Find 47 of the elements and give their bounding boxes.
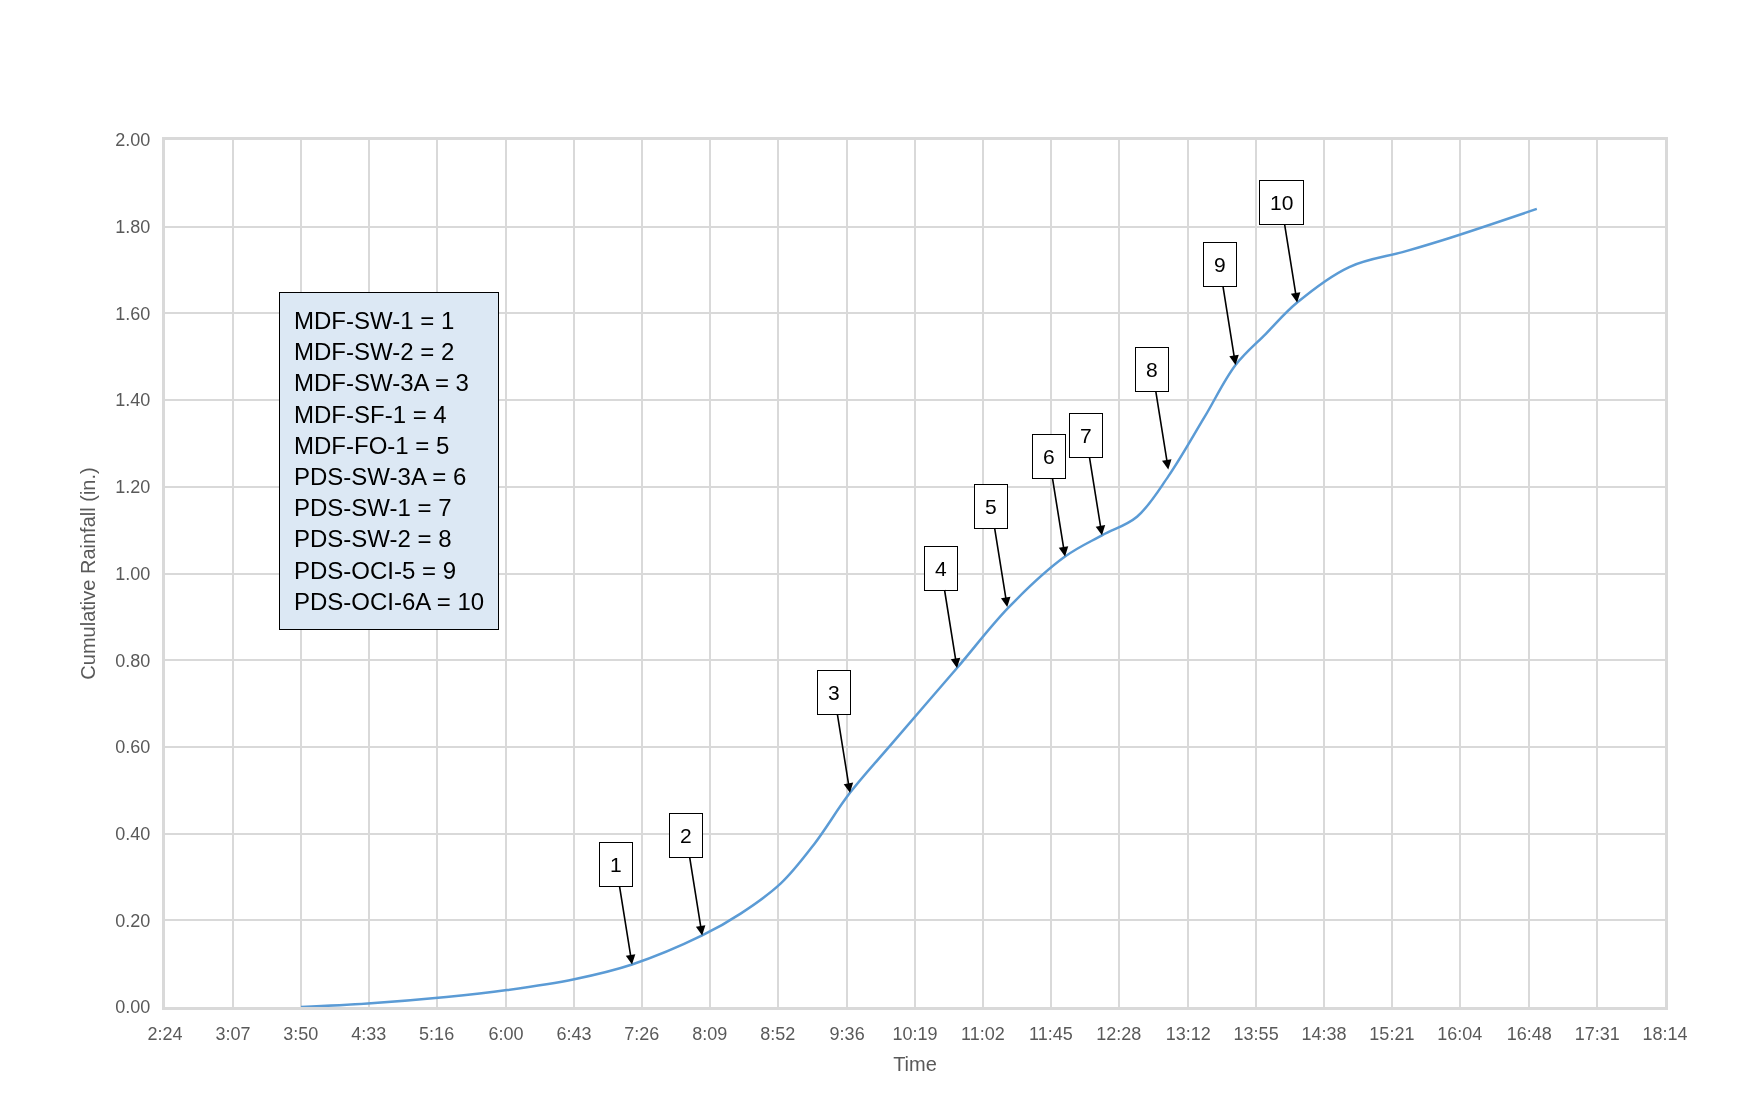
x-tick-label: 13:12 xyxy=(1165,1023,1211,1044)
x-tick-label: 8:52 xyxy=(760,1023,796,1044)
y-tick-label: 0.60 xyxy=(115,737,151,758)
x-tick-label: 16:48 xyxy=(1506,1023,1552,1044)
y-tick-label: 1.40 xyxy=(115,390,151,411)
annotation: 7 xyxy=(1080,424,1092,447)
x-tick-label: 3:07 xyxy=(215,1023,251,1044)
x-tick-label: 9:36 xyxy=(829,1023,865,1044)
annotation: 1 xyxy=(610,853,622,876)
x-tick-label: 16:04 xyxy=(1437,1023,1483,1044)
x-tick-label: 8:09 xyxy=(692,1023,728,1044)
text: MDF-SW-1 = 1 MDF-SW-2 = 2 MDF-SW-3A = 3 MDF-SF-1 = 4 MDF-FO-1 = 5 PDS-SW-3A = 6 PDS-SW-1 = 7 PDS-SW-2 = 8 PDS-OCI-5 = 9 PDS-OCI-6A = 10 xyxy=(294,307,485,615)
x-tick-label: 6:00 xyxy=(488,1023,524,1044)
y-tick-label: 0.40 xyxy=(115,823,151,844)
y-tick-label: 0.20 xyxy=(115,910,151,931)
y-axis-title: Cumulative Rainfall (in.) xyxy=(76,467,99,680)
y-tick-label: 1.20 xyxy=(115,477,151,498)
x-tick-label: 17:31 xyxy=(1574,1023,1620,1044)
x-tick-label: 6:43 xyxy=(556,1023,592,1044)
x-tick-label: 5:16 xyxy=(419,1023,455,1044)
x-tick-label: 18:14 xyxy=(1642,1023,1688,1044)
annotation: 9 xyxy=(1214,253,1226,276)
x-tick-label: 12:28 xyxy=(1096,1023,1142,1044)
x-tick-label: 10:19 xyxy=(892,1023,938,1044)
y-tick-label: 0.00 xyxy=(115,997,151,1018)
y-tick-label: 2.00 xyxy=(115,130,151,151)
x-tick-label: 4:33 xyxy=(351,1023,387,1044)
annotation: 3 xyxy=(828,681,840,704)
annotation: 2 xyxy=(680,824,692,847)
x-tick-label: 2:24 xyxy=(147,1023,183,1044)
annotation: 4 xyxy=(935,557,947,580)
annotation: 8 xyxy=(1146,358,1158,381)
x-tick-label: 7:26 xyxy=(624,1023,660,1044)
x-tick-label: 15:21 xyxy=(1369,1023,1415,1044)
y-tick-label: 1.60 xyxy=(115,303,151,324)
annotation: 5 xyxy=(985,495,997,518)
x-tick-label: 13:55 xyxy=(1233,1023,1279,1044)
x-tick-label: 11:02 xyxy=(961,1023,1005,1044)
x-tick-label: 14:38 xyxy=(1301,1023,1347,1044)
y-tick-label: 1.80 xyxy=(115,217,151,237)
annotation: 6 xyxy=(1043,445,1055,468)
y-tick-label: 1.00 xyxy=(115,563,151,584)
x-axis-title: Time xyxy=(893,1053,937,1076)
x-tick-label: 11:45 xyxy=(1028,1023,1073,1044)
x-tick-label: 3:50 xyxy=(283,1023,319,1044)
y-tick-label: 0.80 xyxy=(115,650,151,671)
annotation: 10 xyxy=(1270,191,1294,214)
